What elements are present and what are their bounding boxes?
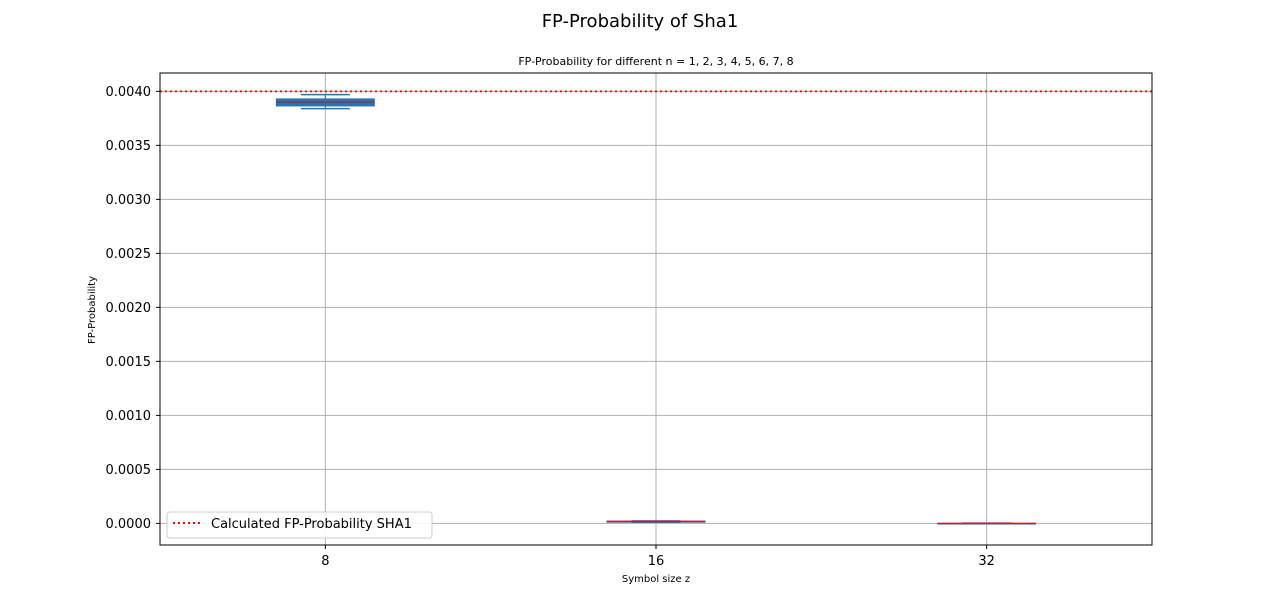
y-axis-label: FP-Probability	[87, 276, 98, 344]
x-tick-label: 32	[978, 554, 995, 569]
x-axis-label: Symbol size z	[622, 574, 690, 585]
plot-area-frame	[159, 72, 1153, 546]
y-tick-label: 0.0005	[106, 463, 152, 478]
y-tick-label: 0.0025	[106, 247, 152, 262]
y-tick-label: 0.0015	[106, 355, 152, 370]
x-tick-label: 16	[648, 554, 665, 569]
y-tick-label: 0.0010	[106, 409, 152, 424]
y-tick-label: 0.0020	[106, 301, 152, 316]
legend: Calculated FP-Probability SHA1	[166, 511, 433, 539]
chart-title: FP-Probability for different n = 1, 2, 3…	[518, 55, 793, 68]
grid	[160, 73, 1152, 545]
y-tick-label: 0.0035	[106, 139, 152, 154]
y-tick-label: 0.0030	[106, 193, 152, 208]
y-tick-label: 0.0040	[106, 85, 152, 100]
ticks-layer: 0.0000 0.0005 0.0010 0.0015 0.0020 0.0025 0.00…	[106, 85, 995, 569]
legend-box	[166, 511, 433, 539]
y-tick-label: 0.0000	[106, 517, 152, 532]
legend-label-reference-line: Calculated FP-Probability SHA1	[211, 517, 412, 532]
boxes-layer	[275, 93, 1037, 525]
x-tick-label: 8	[321, 554, 329, 569]
chart-suptitle: FP-Probability of Sha1	[542, 11, 739, 32]
